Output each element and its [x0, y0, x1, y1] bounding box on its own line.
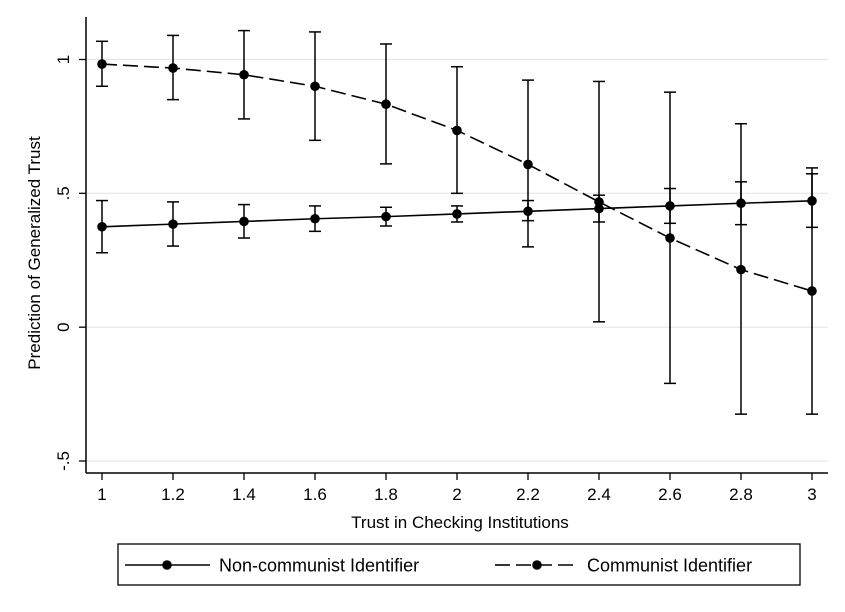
data-point: [452, 209, 462, 219]
data-point: [381, 211, 391, 222]
legend-box: [117, 543, 801, 586]
legend-layer: Non-communist Identifier Communist Identi…: [117, 543, 801, 586]
data-point: [310, 81, 320, 92]
legend-entry-2: Communist Identifier: [495, 556, 752, 576]
data-point: [523, 159, 533, 170]
legend-label: Non-communist Identifier: [219, 556, 419, 576]
data-point: [452, 125, 462, 136]
data-point: [736, 264, 746, 275]
data-point: [97, 221, 107, 232]
y-tick-label: 1: [54, 55, 73, 64]
x-tick-label: 2.6: [658, 485, 682, 504]
legend-label: Communist Identifier: [587, 556, 752, 576]
data-point: [807, 286, 817, 296]
y-tick-label: .5: [54, 186, 73, 200]
y-axis-title: Prediction of Generalized Trust: [25, 136, 44, 370]
data-point: [168, 219, 178, 229]
x-axis-title: Trust in Checking Institutions: [351, 513, 569, 532]
data-point: [594, 197, 604, 207]
series-1: [96, 173, 818, 254]
y-tick-label: -.5: [54, 451, 73, 471]
data-point: [310, 213, 320, 224]
x-tick-label: 2: [452, 485, 461, 504]
legend-swatch-marker: [162, 560, 172, 570]
legend-swatch-marker: [532, 560, 542, 570]
x-tick-label: 2.2: [516, 485, 540, 504]
x-tick-label: 1.4: [232, 485, 256, 504]
x-tick-label: 1.8: [374, 485, 398, 504]
data-point: [239, 69, 249, 80]
axes-layer: 1 1.2 1.4 1.6 1.8 2 2.2 2.4 2.6 2.8 3 -.5 0 .5 1 Trust …: [25, 17, 828, 532]
data-point: [168, 63, 178, 73]
x-tick-label: 1: [97, 485, 106, 504]
data-point: [239, 216, 249, 227]
x-tick-label: 1.6: [303, 485, 327, 504]
legend-entry-1: Non-communist Identifier: [125, 556, 419, 576]
y-tick-label: 0: [54, 322, 73, 331]
data-point: [97, 59, 107, 69]
x-tick-label: 2.4: [587, 485, 611, 504]
x-tick-label: 3: [807, 485, 816, 504]
data-point: [665, 233, 675, 243]
x-tick-label: 2.8: [729, 485, 753, 504]
data-point: [381, 99, 391, 110]
x-tick-label: 1.2: [161, 485, 185, 504]
series-layer: [96, 29, 818, 415]
series-2: [96, 29, 818, 415]
